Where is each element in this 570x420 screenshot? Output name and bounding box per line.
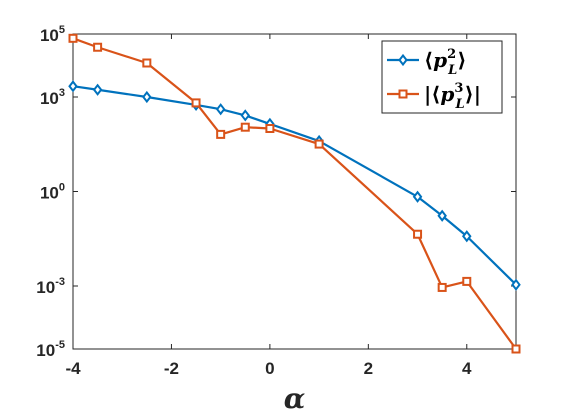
y-tick-base: 10 <box>40 26 59 45</box>
series-1-point <box>437 209 447 222</box>
legend-sup: 2 <box>447 47 456 62</box>
series-2-point <box>93 42 103 52</box>
series-1-point <box>92 83 103 96</box>
y-tick-label: 10-5 <box>36 339 65 360</box>
legend: ⟨p2 L⟩|⟨p3 L⟩| <box>381 40 503 114</box>
legend-swatch-marker <box>398 53 408 67</box>
y-tick-exponent: -5 <box>55 339 65 351</box>
series-1-point <box>215 103 226 116</box>
legend-entry-1: ⟨p2 L⟩ <box>387 47 466 78</box>
legend-var: p <box>440 82 454 106</box>
y-tick-exponent: -3 <box>55 276 65 288</box>
y-tick-label: 103 <box>40 87 65 108</box>
legend-sub: L <box>447 63 457 78</box>
x-tick-label: -4 <box>65 359 81 378</box>
legend-sub: L <box>454 97 464 112</box>
legend-open: |⟨ <box>424 82 440 106</box>
y-tick-label: 105 <box>40 24 65 45</box>
series-2-point <box>511 344 521 354</box>
series-2-point <box>462 276 472 286</box>
legend-label: |⟨p3 L⟩| <box>424 81 481 112</box>
series-1 <box>68 80 521 291</box>
legend-close: ⟩| <box>465 82 481 106</box>
legend-box <box>381 40 503 114</box>
series-1-point <box>462 230 472 243</box>
x-tick-label: 0 <box>265 359 274 378</box>
series-2-point <box>191 98 201 108</box>
series-2-point <box>437 282 447 292</box>
series-2-point <box>314 139 324 149</box>
legend-close: ⟩ <box>457 48 466 72</box>
y-tick-exponent: 3 <box>59 87 65 99</box>
x-tick-label: 2 <box>364 359 373 378</box>
x-tick-label: -2 <box>164 359 179 378</box>
x-tick-label: 4 <box>462 359 472 378</box>
x-axis-label: α <box>284 382 306 415</box>
y-tick-exponent: 0 <box>59 182 65 194</box>
y-tick-label: 10-3 <box>36 276 65 297</box>
y-tick-base: 10 <box>40 89 59 108</box>
series-1-point <box>412 190 423 203</box>
series-1-line <box>72 85 517 286</box>
series-1-point <box>68 80 78 93</box>
y-tick-base: 10 <box>36 341 55 360</box>
series-1-point <box>142 90 152 104</box>
legend-var: p <box>433 48 447 72</box>
y-tick-label: 100 <box>40 182 65 203</box>
series-2-point <box>240 122 250 132</box>
y-tick-base: 10 <box>36 278 55 297</box>
legend-open: ⟨ <box>424 48 433 72</box>
series-layer <box>68 33 521 354</box>
legend-label: ⟨p2 L⟩ <box>424 47 466 78</box>
series-2-point <box>413 229 423 239</box>
y-tick-exponent: 5 <box>59 24 65 36</box>
y-tick-base: 10 <box>40 184 59 203</box>
legend-entry-2: |⟨p3 L⟩| <box>387 81 481 112</box>
legend-swatch-marker <box>398 89 408 99</box>
series-2-point <box>68 33 78 43</box>
series-2-point <box>142 58 152 68</box>
series-2 <box>68 33 521 354</box>
legend-sup: 3 <box>454 81 463 96</box>
series-1-point <box>240 109 251 122</box>
series-2-point <box>216 129 226 139</box>
x-axis: -4 -2 0 2 4 <box>65 34 472 378</box>
series-2-point <box>265 124 275 133</box>
series-1-point <box>511 278 521 291</box>
